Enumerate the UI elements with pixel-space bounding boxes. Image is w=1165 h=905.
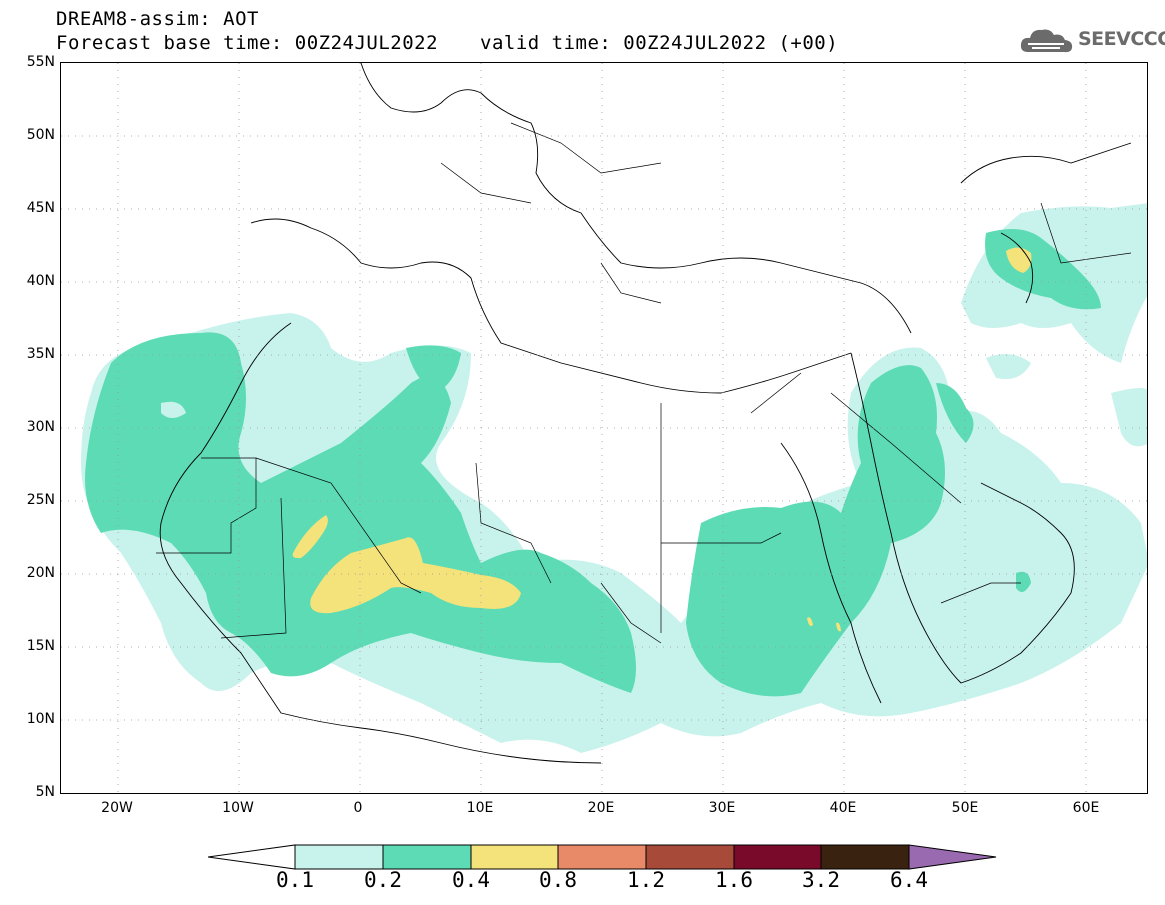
colorbar-swatch <box>470 844 559 870</box>
colorbar-over-arrow <box>908 844 997 870</box>
lat-label: 25N <box>26 492 55 508</box>
lon-label: 60E <box>1072 800 1100 816</box>
colorbar-label: 0.8 <box>539 868 577 892</box>
logo-text: SEEVCCC <box>1078 28 1165 50</box>
colorbar-label: 1.6 <box>715 868 753 892</box>
colorbar-swatch <box>820 844 910 870</box>
lon-label: 30E <box>708 800 736 816</box>
lon-label: 10W <box>222 800 254 816</box>
colorbar-swatch <box>382 844 472 870</box>
borders <box>156 122 1132 644</box>
colorbar-swatch <box>294 844 384 870</box>
cloud-gear-icon <box>1020 29 1073 53</box>
lat-label: 50N <box>26 127 55 143</box>
colorbar-svg <box>207 844 997 870</box>
colorbar-swatch <box>557 844 647 870</box>
lat-label: 20N <box>26 565 55 581</box>
colorbar-label: 1.2 <box>627 868 665 892</box>
lat-label: 5N <box>35 784 55 800</box>
colorbar-label: 0.2 <box>364 868 402 892</box>
lon-label: 50E <box>951 800 979 816</box>
map-title: DREAM8-assim: AOT <box>56 8 259 30</box>
colorbar-label: 0.1 <box>276 868 314 892</box>
valid-time: valid time: 00Z24JUL2022 (+00) <box>480 32 839 54</box>
colorbar-swatch <box>645 844 735 870</box>
forecast-base-time: Forecast base time: 00Z24JUL2022 <box>56 32 439 54</box>
colorbar-swatch <box>733 844 822 870</box>
lat-label: 40N <box>26 273 55 289</box>
lat-label: 45N <box>26 200 55 216</box>
lat-label: 55N <box>26 54 55 70</box>
colorbar-label: 6.4 <box>890 868 928 892</box>
aot-band-0.4 <box>292 247 1032 632</box>
lon-label: 10E <box>466 800 494 816</box>
aot-colorbar <box>207 843 998 875</box>
map-canvas <box>61 63 1147 793</box>
lat-label: 10N <box>26 711 55 727</box>
colorbar-under-arrow <box>207 844 296 870</box>
colorbar-label: 3.2 <box>802 868 840 892</box>
colorbar-label: 0.4 <box>452 868 490 892</box>
lon-label: 20W <box>101 800 133 816</box>
lon-label: 40E <box>829 800 857 816</box>
lon-label: 0 <box>353 800 363 816</box>
lat-label: 35N <box>26 346 55 362</box>
coastlines <box>159 63 1132 764</box>
aot-map[interactable] <box>60 62 1148 794</box>
lat-label: 30N <box>26 419 55 435</box>
seevccc-logo: SEEVCCC <box>1018 24 1165 58</box>
lat-label: 15N <box>26 638 55 654</box>
lon-label: 20E <box>587 800 615 816</box>
